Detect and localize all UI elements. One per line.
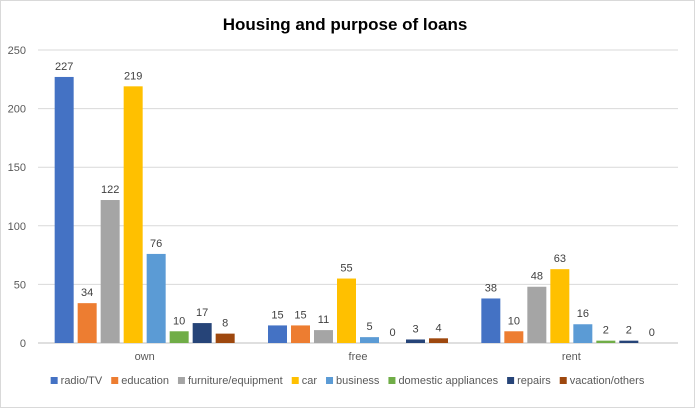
- data-label: 4: [435, 322, 441, 334]
- data-label: 0: [649, 327, 655, 339]
- data-label: 76: [150, 238, 162, 250]
- legend-item: furniture/equipment: [177, 375, 283, 387]
- bars: [54, 76, 639, 344]
- bar: [169, 331, 189, 343]
- data-label: 48: [531, 271, 543, 283]
- data-label: 219: [124, 70, 142, 82]
- legend: radio/TV education furniture/equipment car b…: [50, 375, 645, 387]
- bar: [192, 323, 212, 343]
- bar: [215, 333, 235, 343]
- y-tick-label: 100: [8, 221, 26, 233]
- data-label: 122: [101, 184, 119, 196]
- x-tick-label: rent: [562, 351, 581, 363]
- legend-swatch: [177, 377, 185, 384]
- chart-title: Housing and purpose of loans: [223, 15, 468, 34]
- data-label: 38: [485, 282, 497, 294]
- data-label: 10: [508, 315, 520, 327]
- y-tick-label: 250: [8, 45, 26, 57]
- bar: [123, 86, 143, 343]
- x-tick-label: own: [135, 351, 155, 363]
- x-axis-ticks: own free rent: [135, 351, 581, 363]
- legend-label: repairs: [517, 375, 551, 387]
- y-tick-label: 150: [8, 162, 26, 174]
- data-label: 16: [577, 308, 589, 320]
- legend-label: radio/TV: [61, 375, 103, 387]
- bar: [268, 325, 287, 343]
- data-label: 0: [389, 327, 395, 339]
- legend-item: business: [326, 375, 380, 387]
- legend-label: furniture/equipment: [188, 375, 283, 387]
- legend-label: car: [302, 375, 318, 387]
- legend-label: domestic appliances: [398, 375, 498, 387]
- data-label: 11: [318, 314, 329, 326]
- y-tick-label: 0: [20, 338, 26, 350]
- bar: [291, 325, 310, 343]
- bar: [77, 303, 97, 343]
- legend-swatch: [559, 377, 567, 384]
- x-tick-label: free: [349, 351, 368, 363]
- bar: [550, 269, 570, 343]
- bar: [360, 337, 379, 343]
- legend-item: education: [111, 375, 169, 387]
- data-label: 55: [340, 263, 352, 275]
- bar: [429, 338, 448, 343]
- legend-swatch: [388, 377, 396, 384]
- legend-item: vacation/others: [559, 375, 645, 387]
- data-label: 227: [55, 61, 73, 73]
- data-label: 8: [222, 318, 228, 330]
- data-label: 15: [294, 309, 306, 321]
- legend-swatch: [507, 377, 515, 384]
- bar: [100, 200, 120, 343]
- bar: [481, 298, 501, 343]
- data-label: 5: [366, 321, 372, 333]
- data-label: 34: [81, 287, 93, 299]
- bar: [504, 331, 524, 343]
- bar: [314, 330, 333, 343]
- bar: [596, 340, 616, 343]
- bar: [406, 339, 425, 343]
- bar: [146, 253, 166, 343]
- y-tick-label: 200: [8, 104, 26, 116]
- legend-label: business: [336, 375, 380, 387]
- legend-item: repairs: [507, 375, 551, 387]
- data-label: 2: [603, 325, 609, 337]
- y-axis-ticks: 0 50 100 150 200 250: [8, 45, 26, 350]
- data-label: 2: [626, 325, 632, 337]
- bar: [619, 340, 639, 343]
- legend-item: domestic appliances: [388, 375, 499, 387]
- legend-item: radio/TV: [50, 375, 103, 387]
- data-label: 3: [412, 323, 418, 335]
- bar: [54, 76, 74, 344]
- bar: [527, 286, 547, 343]
- data-label: 10: [173, 315, 185, 327]
- legend-swatch: [50, 377, 58, 384]
- legend-swatch: [326, 377, 334, 384]
- bar: [573, 324, 593, 343]
- bar: [337, 278, 356, 343]
- grid-lines: [38, 49, 678, 344]
- y-tick-label: 50: [14, 279, 26, 291]
- data-label: 63: [554, 253, 566, 265]
- data-label: 15: [271, 309, 283, 321]
- data-label: 17: [196, 307, 208, 319]
- legend-swatch: [111, 377, 119, 384]
- legend-label: vacation/others: [570, 375, 645, 387]
- legend-swatch: [291, 377, 299, 384]
- legend-item: car: [291, 375, 318, 387]
- legend-label: education: [121, 375, 169, 387]
